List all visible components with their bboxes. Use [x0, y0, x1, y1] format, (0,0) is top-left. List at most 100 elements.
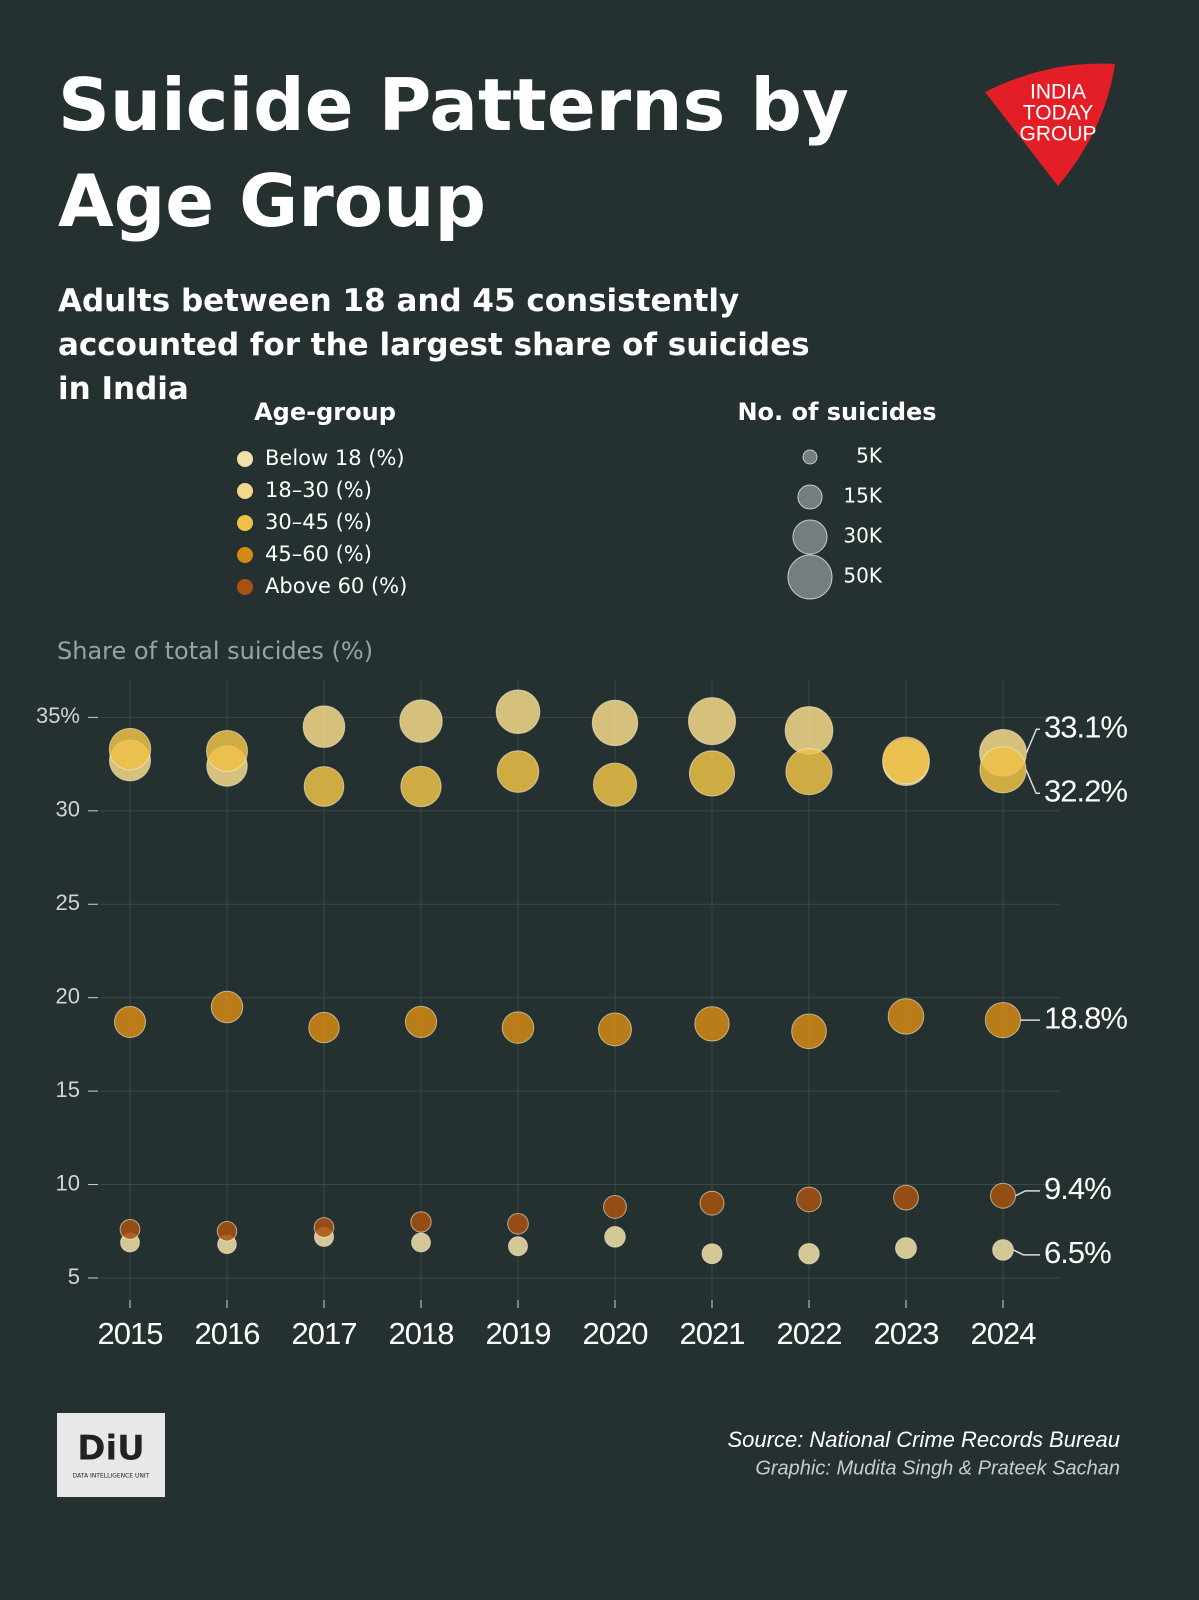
size-legend-bubble — [792, 519, 828, 555]
size-legend-label: 5K — [856, 444, 883, 468]
bubble — [785, 748, 833, 796]
leader-line — [1013, 1249, 1040, 1256]
data-label: 18.8% — [1044, 1000, 1127, 1035]
legend-label: 45–60 (%) — [265, 542, 372, 566]
y-tick-label: 15 — [56, 1077, 80, 1102]
leader-line — [1025, 769, 1040, 795]
bubble — [313, 1217, 335, 1238]
legend-label: 18–30 (%) — [265, 478, 372, 502]
size-legend-bubble — [797, 484, 823, 510]
bubble — [410, 1211, 432, 1233]
y-tick-label: 20 — [56, 983, 80, 1008]
size-legend-label: 15K — [843, 484, 882, 508]
publisher-logo: INDIA TODAY GROUP — [985, 63, 1115, 186]
chart-title: Suicide Patterns by Age Group — [58, 63, 849, 243]
bubble — [694, 1006, 730, 1042]
chart-subtitle: Adults between 18 and 45 consistently acc… — [58, 283, 810, 407]
bubble — [796, 1186, 822, 1213]
x-tick-label: 2016 — [195, 1316, 260, 1351]
data-label: 32.2% — [1044, 773, 1127, 808]
x-tick-label: 2018 — [389, 1316, 454, 1351]
legend-swatch — [237, 579, 253, 595]
bubble — [404, 1005, 438, 1039]
leader-line — [1015, 1190, 1040, 1197]
bubble — [495, 689, 541, 735]
y-tick-label: 35% — [36, 703, 80, 728]
bubble — [302, 705, 346, 749]
y-tick-label: 5 — [68, 1264, 80, 1289]
logo-text: DiU — [77, 1429, 145, 1469]
y-axis-title: Share of total suicides (%) — [57, 637, 373, 665]
bubble — [887, 998, 925, 1035]
legend-swatch — [237, 451, 253, 467]
data-label: 33.1% — [1044, 709, 1127, 744]
x-tick-label: 2021 — [680, 1316, 745, 1351]
bubble — [205, 729, 249, 773]
bubble — [984, 1001, 1022, 1039]
bubble — [603, 1195, 627, 1219]
legend-label: 30–45 (%) — [265, 510, 372, 534]
bubble — [598, 1012, 632, 1047]
legend-title: Age-group — [254, 398, 396, 426]
size-legend-title: No. of suicides — [737, 398, 936, 426]
bubble — [210, 990, 244, 1024]
legend-swatch — [237, 547, 253, 563]
leader-line — [1025, 728, 1040, 754]
bubble — [604, 1226, 626, 1248]
bubble — [592, 762, 638, 807]
logo-text: TODAY — [1023, 102, 1093, 125]
x-tick-label: 2022 — [777, 1316, 842, 1351]
logo-text: GROUP — [1019, 123, 1096, 146]
bubble — [501, 1011, 535, 1044]
bubble — [216, 1221, 238, 1242]
bubble — [882, 736, 930, 785]
size-legend-label: 30K — [843, 524, 882, 548]
x-tick-label: 2015 — [98, 1316, 163, 1351]
x-tick-label: 2017 — [292, 1316, 357, 1351]
logo-shape — [985, 63, 1115, 186]
bubble — [108, 727, 152, 771]
bubble — [784, 706, 834, 755]
legend-swatch — [237, 483, 253, 499]
bubble — [895, 1237, 917, 1260]
logo-text: INDIA — [1030, 81, 1086, 104]
x-tick-label: 2023 — [874, 1316, 939, 1351]
data-label: 6.5% — [1044, 1235, 1111, 1270]
logo-subtext: DATA INTELLIGENCE UNIT — [73, 1473, 150, 1480]
bubble — [113, 1005, 147, 1038]
bubble — [791, 1013, 827, 1050]
legend-swatch — [237, 515, 253, 531]
bubble — [400, 765, 442, 808]
source: Source: National Crime Records Bureau — [727, 1427, 1120, 1452]
y-tick-label: 30 — [56, 797, 80, 822]
x-tick-label: 2020 — [583, 1316, 649, 1351]
diu-logo: DiU DATA INTELLIGENCE UNIT — [57, 1413, 165, 1497]
size-legend-bubble — [787, 554, 833, 600]
data-label: 9.4% — [1044, 1171, 1111, 1206]
bubble — [303, 766, 345, 807]
credit: Graphic: Mudita Singh & Prateek Sachan — [755, 1457, 1120, 1479]
x-tick-label: 2019 — [486, 1316, 551, 1351]
legend-label: Below 18 (%) — [265, 446, 405, 470]
bubble — [411, 1232, 431, 1253]
bubble — [496, 750, 540, 793]
bubble — [992, 1239, 1014, 1261]
bubble — [507, 1212, 529, 1235]
bubble — [399, 699, 443, 743]
logo-box — [57, 1413, 165, 1497]
y-tick-label: 25 — [56, 890, 80, 915]
bubble — [688, 750, 736, 797]
bubble — [979, 746, 1027, 794]
size-legend-label: 50K — [843, 564, 882, 588]
x-tick-label: 2024 — [971, 1316, 1037, 1351]
y-tick-label: 10 — [56, 1170, 80, 1195]
bubble — [308, 1011, 340, 1044]
bubble — [699, 1190, 725, 1216]
legend-label: Above 60 (%) — [265, 574, 407, 598]
bubble — [798, 1242, 820, 1265]
bubble — [591, 699, 639, 747]
bubble — [687, 697, 737, 746]
bubble — [990, 1182, 1016, 1209]
bubble — [508, 1236, 528, 1257]
